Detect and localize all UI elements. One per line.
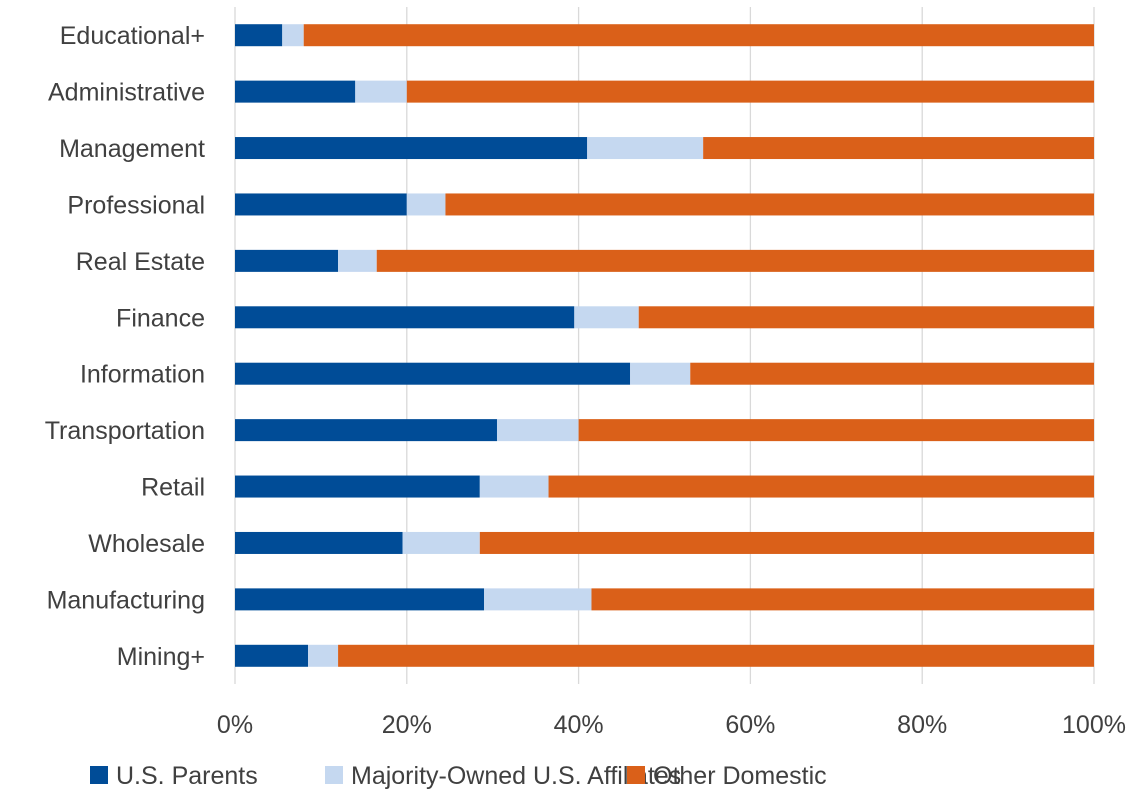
bar-segment (591, 588, 1094, 611)
bar-segment (574, 306, 639, 329)
legend-swatch (325, 766, 343, 784)
legend-item: U.S. Parents (90, 762, 258, 790)
category-labels: Educational+ Administrative Management Prof… (45, 22, 205, 671)
bar-segment (587, 137, 704, 160)
legend-label: Other Domestic (653, 762, 827, 790)
bar-segment (402, 531, 480, 554)
bar-segment (282, 24, 304, 47)
category-label: Administrative (48, 79, 205, 107)
x-tick-label: 60% (725, 711, 775, 739)
bar-segment (484, 588, 592, 611)
category-label: Mining+ (117, 643, 205, 671)
bar-segment (630, 362, 691, 385)
x-tick-label: 80% (897, 711, 947, 739)
bar-segment (376, 249, 1094, 272)
legend-swatch (90, 766, 108, 784)
bar-segment (703, 137, 1094, 160)
bar-segment (235, 249, 339, 272)
legend-item: Majority-Owned U.S. Affiliates (325, 762, 681, 790)
bar-segment (578, 419, 1094, 442)
category-label: Real Estate (76, 248, 205, 276)
bar-segment (235, 80, 356, 103)
bar-segment (496, 419, 579, 442)
bar-segment (235, 193, 407, 216)
x-axis-tick-labels: 0% 20% 40% 60% 80% 100% (217, 711, 1126, 739)
bar-segment (235, 644, 309, 667)
bar-segment (235, 362, 631, 385)
bar-segment (479, 475, 549, 498)
category-label: Wholesale (88, 530, 205, 558)
legend-item: Other Domestic (627, 762, 827, 790)
bar-segment (338, 644, 1095, 667)
bar-segment (479, 531, 1094, 554)
bar-segment (235, 419, 497, 442)
bar-segment (355, 80, 407, 103)
category-label: Management (59, 135, 205, 163)
bar-segment (235, 137, 588, 160)
legend-label: Majority-Owned U.S. Affiliates (351, 762, 681, 790)
bars (235, 24, 1095, 667)
bar-segment (445, 193, 1095, 216)
bar-segment (690, 362, 1094, 385)
bar-segment (338, 249, 377, 272)
category-label: Retail (141, 474, 205, 502)
bar-segment (548, 475, 1094, 498)
x-tick-label: 40% (554, 711, 604, 739)
category-label: Finance (116, 304, 205, 332)
bar-segment (406, 80, 1094, 103)
category-label: Educational+ (60, 22, 205, 50)
bar-segment (235, 24, 283, 47)
category-label: Information (80, 361, 205, 389)
bar-segment (235, 531, 403, 554)
x-tick-label: 20% (382, 711, 432, 739)
legend-swatch (627, 766, 645, 784)
category-label: Manufacturing (47, 586, 205, 614)
bar-segment (406, 193, 446, 216)
legend: U.S. Parents Majority-Owned U.S. Affiliat… (90, 762, 827, 790)
bar-segment (308, 644, 339, 667)
bar-segment (638, 306, 1094, 329)
x-tick-label: 100% (1062, 711, 1126, 739)
bar-segment (235, 588, 485, 611)
bar-segment (303, 24, 1095, 47)
x-tick-label: 0% (217, 711, 253, 739)
gridlines (234, 7, 1095, 684)
bar-segment (235, 306, 575, 329)
category-label: Transportation (45, 417, 205, 445)
bar-segment (235, 475, 480, 498)
category-label: Professional (67, 191, 205, 219)
legend-label: U.S. Parents (116, 762, 258, 790)
